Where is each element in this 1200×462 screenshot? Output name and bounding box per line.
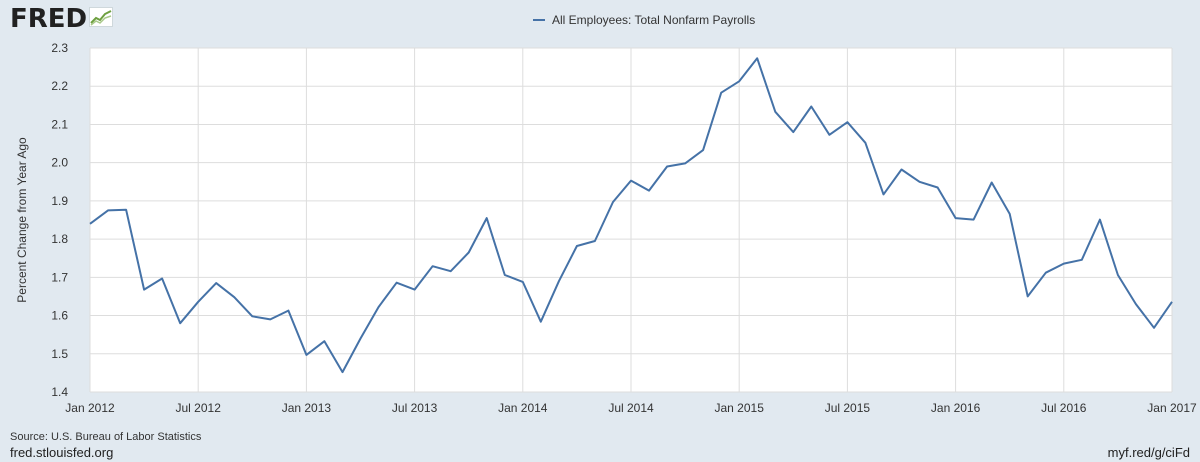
y-tick-label: 2.3 — [51, 41, 68, 55]
x-tick-label: Jul 2015 — [825, 401, 871, 415]
x-tick-label: Jan 2017 — [1147, 401, 1197, 415]
source-note: Source: U.S. Bureau of Labor Statistics — [10, 431, 202, 443]
y-tick-label: 1.7 — [51, 270, 68, 284]
chart-legend[interactable]: All Employees: Total Nonfarm Payrolls — [533, 13, 755, 27]
y-tick-label: 2.0 — [51, 156, 68, 170]
x-tick-label: Jan 2013 — [282, 401, 332, 415]
short-link[interactable]: myf.red/g/ciFd — [1107, 445, 1190, 460]
fred-logo[interactable]: FRED — [10, 4, 114, 34]
x-tick-label: Jul 2014 — [608, 401, 654, 415]
trend-graph-icon — [89, 7, 114, 32]
y-tick-label: 1.5 — [51, 347, 68, 361]
y-tick-label: 1.4 — [51, 385, 68, 399]
x-tick-label: Jan 2015 — [715, 401, 765, 415]
legend-swatch — [533, 19, 545, 21]
x-tick-label: Jul 2013 — [392, 401, 438, 415]
y-tick-label: 2.2 — [51, 79, 68, 93]
y-axis-label: Percent Change from Year Ago — [15, 137, 29, 303]
x-tick-label: Jan 2016 — [931, 401, 981, 415]
line-chart: 1.41.51.61.71.81.92.02.12.22.3 Jan 2012 J… — [15, 41, 1197, 415]
y-tick-label: 1.6 — [51, 309, 68, 323]
logo-text: FRED — [10, 4, 88, 34]
x-tick-label: Jan 2012 — [65, 401, 115, 415]
x-tick-label: Jan 2014 — [498, 401, 548, 415]
y-tick-label: 1.8 — [51, 232, 68, 246]
legend-series-label: All Employees: Total Nonfarm Payrolls — [552, 13, 756, 27]
site-link[interactable]: fred.stlouisfed.org — [10, 445, 114, 460]
header: FRED All Employees: Total Nonfarm Payrol… — [0, 0, 1200, 42]
x-tick-label: Jul 2012 — [176, 401, 222, 415]
y-axis-ticks: 1.4 1.5 1.6 1.7 1.8 1.9 2.0 2.1 2.2 2.3 — [51, 41, 68, 399]
series-line[interactable] — [89, 57, 1173, 374]
y-tick-label: 1.9 — [51, 194, 68, 208]
y-tick-label: 2.1 — [51, 117, 68, 131]
grid-lines — [89, 47, 1173, 393]
x-tick-label: Jul 2016 — [1041, 401, 1087, 415]
x-axis-ticks: Jan 2012 Jul 2012 Jan 2013 Jul 2013 Jan 2014… — [65, 401, 1197, 415]
